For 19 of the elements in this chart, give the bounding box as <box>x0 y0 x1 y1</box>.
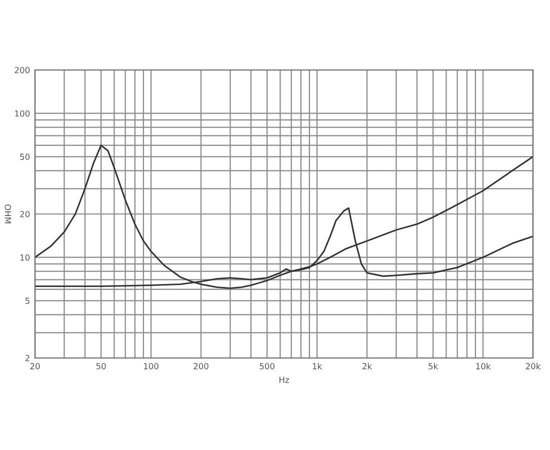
x-tick-label: 1k <box>312 362 322 370</box>
x-tick-label: 2k <box>362 362 372 370</box>
x-tick-label: 100 <box>144 363 158 370</box>
x-tick-label: 10k <box>476 362 491 370</box>
y-tick-label: 2 <box>25 354 30 362</box>
x-axis-title: Hz <box>279 376 289 383</box>
y-tick-label: 50 <box>20 154 30 160</box>
y-axis-title: OHM <box>4 204 12 224</box>
x-tick-label: 200 <box>194 363 208 370</box>
y-tick-label: 20 <box>20 210 30 218</box>
x-tick-label: 20k <box>526 362 541 370</box>
x-tick-label: 500 <box>260 363 274 370</box>
y-tick-label: 100 <box>15 110 30 117</box>
x-tick-label: 5k <box>428 362 438 370</box>
x-tick-label: 20 <box>30 363 40 370</box>
y-tick-label: 5 <box>25 298 30 304</box>
y-tick-label: 10 <box>20 254 30 261</box>
y-tick-label: 200 <box>14 66 30 74</box>
x-tick-label: 50 <box>96 363 106 370</box>
